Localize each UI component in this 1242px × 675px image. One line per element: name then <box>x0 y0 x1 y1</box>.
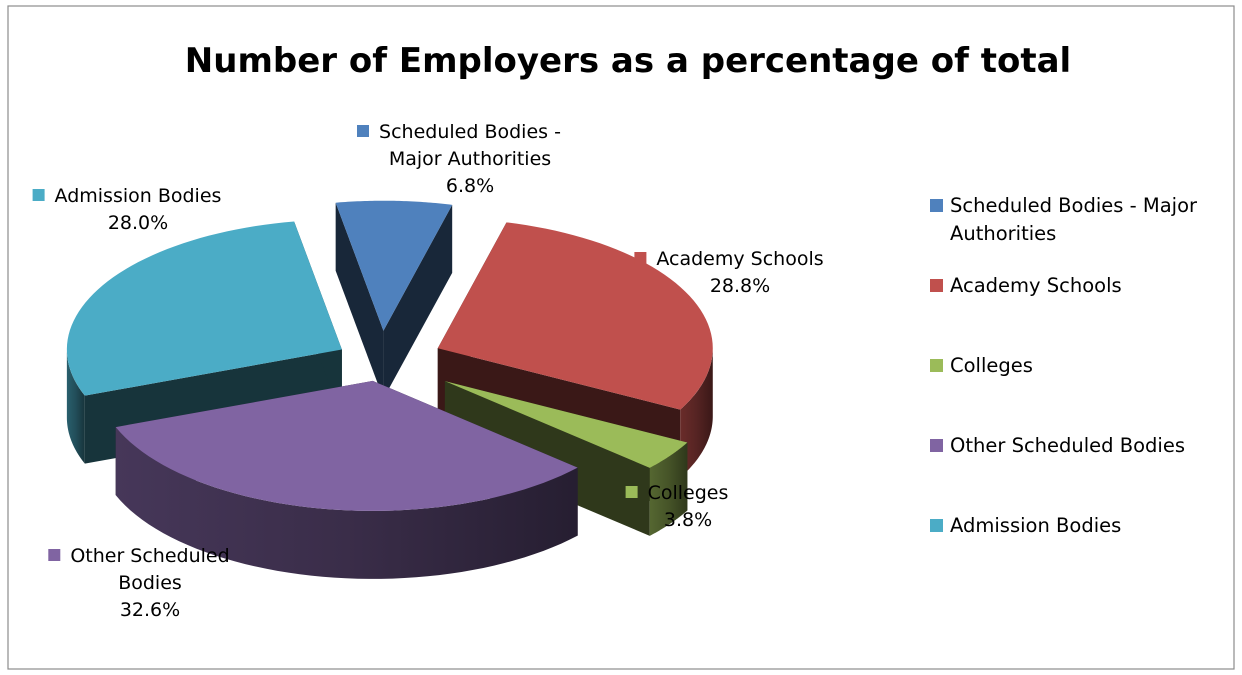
legend-swatch <box>930 279 943 292</box>
legend-label: Scheduled Bodies - Major <box>950 194 1198 217</box>
data-label-key <box>625 486 638 498</box>
data-label-academy-schools: Academy Schools 28.8% <box>634 248 824 297</box>
slice-top-colleges <box>444 381 688 468</box>
data-label-name: Bodies <box>118 572 182 594</box>
data-label-other-scheduled: Other Scheduled Bodies 32.6% <box>48 545 230 621</box>
data-label-value: 6.8% <box>446 175 494 197</box>
slice-side-admission-bodies <box>66 349 85 464</box>
legend-label: Academy Schools <box>950 274 1122 297</box>
data-label-name: Admission Bodies <box>55 185 222 207</box>
data-label-value: 28.8% <box>710 275 770 297</box>
legend-swatch <box>930 359 943 372</box>
legend-item-colleges: Colleges <box>930 354 1033 377</box>
data-label-name: Colleges <box>648 482 729 504</box>
data-label-name: Other Scheduled <box>70 545 229 567</box>
slice-top-admission-bodies <box>66 221 342 396</box>
data-label-name: Academy Schools <box>656 248 823 270</box>
slice-side-academy-schools <box>680 348 713 478</box>
data-label-key <box>32 189 45 201</box>
chart-title: Number of Employers as a percentage of t… <box>185 41 1071 81</box>
pie-slice-scheduled-major <box>335 200 453 399</box>
pie-slice-admission-bodies <box>66 221 342 464</box>
data-label-value: 3.8% <box>664 509 712 531</box>
pie-slices <box>66 200 713 579</box>
legend-swatch <box>930 199 943 212</box>
data-label-name: Major Authorities <box>389 148 551 170</box>
pie-slice-colleges <box>444 381 688 536</box>
legend-item-admission-bodies: Admission Bodies <box>930 514 1121 537</box>
legend-swatch <box>930 519 943 532</box>
data-label-key <box>634 252 647 264</box>
data-label-colleges: Colleges 3.8% <box>625 482 729 531</box>
slice-side-colleges <box>649 442 688 536</box>
legend-label: Admission Bodies <box>950 514 1121 537</box>
legend-label: Colleges <box>950 354 1033 377</box>
slice-wall-scheduled-major-0 <box>335 202 384 399</box>
data-label-name: Scheduled Bodies - <box>379 121 561 143</box>
legend-item-academy-schools: Academy Schools <box>930 274 1122 297</box>
legend-item-scheduled-major: Scheduled Bodies - Major Authorities <box>930 194 1198 245</box>
data-label-value: 32.6% <box>120 599 180 621</box>
slice-wall-scheduled-major-1 <box>383 204 453 399</box>
slice-side-other-scheduled <box>115 427 578 579</box>
legend-swatch <box>930 439 943 452</box>
legend-label: Other Scheduled Bodies <box>950 434 1185 457</box>
legend: Scheduled Bodies - Major Authorities Acade… <box>930 194 1198 537</box>
slice-top-other-scheduled <box>115 380 578 511</box>
data-label-scheduled-major: Scheduled Bodies - Major Authorities 6.8% <box>357 121 561 197</box>
legend-item-other-scheduled: Other Scheduled Bodies <box>930 434 1185 457</box>
data-labels: Scheduled Bodies - Major Authorities 6.8% A… <box>32 121 824 621</box>
data-label-value: 28.0% <box>108 212 168 234</box>
data-label-admission-bodies: Admission Bodies 28.0% <box>32 185 222 234</box>
slice-top-academy-schools <box>437 222 713 410</box>
slice-top-scheduled-major <box>335 200 453 331</box>
data-label-key <box>357 125 369 137</box>
data-label-key <box>48 549 61 561</box>
pie-slice-other-scheduled <box>115 380 578 579</box>
legend-label: Authorities <box>950 222 1056 245</box>
